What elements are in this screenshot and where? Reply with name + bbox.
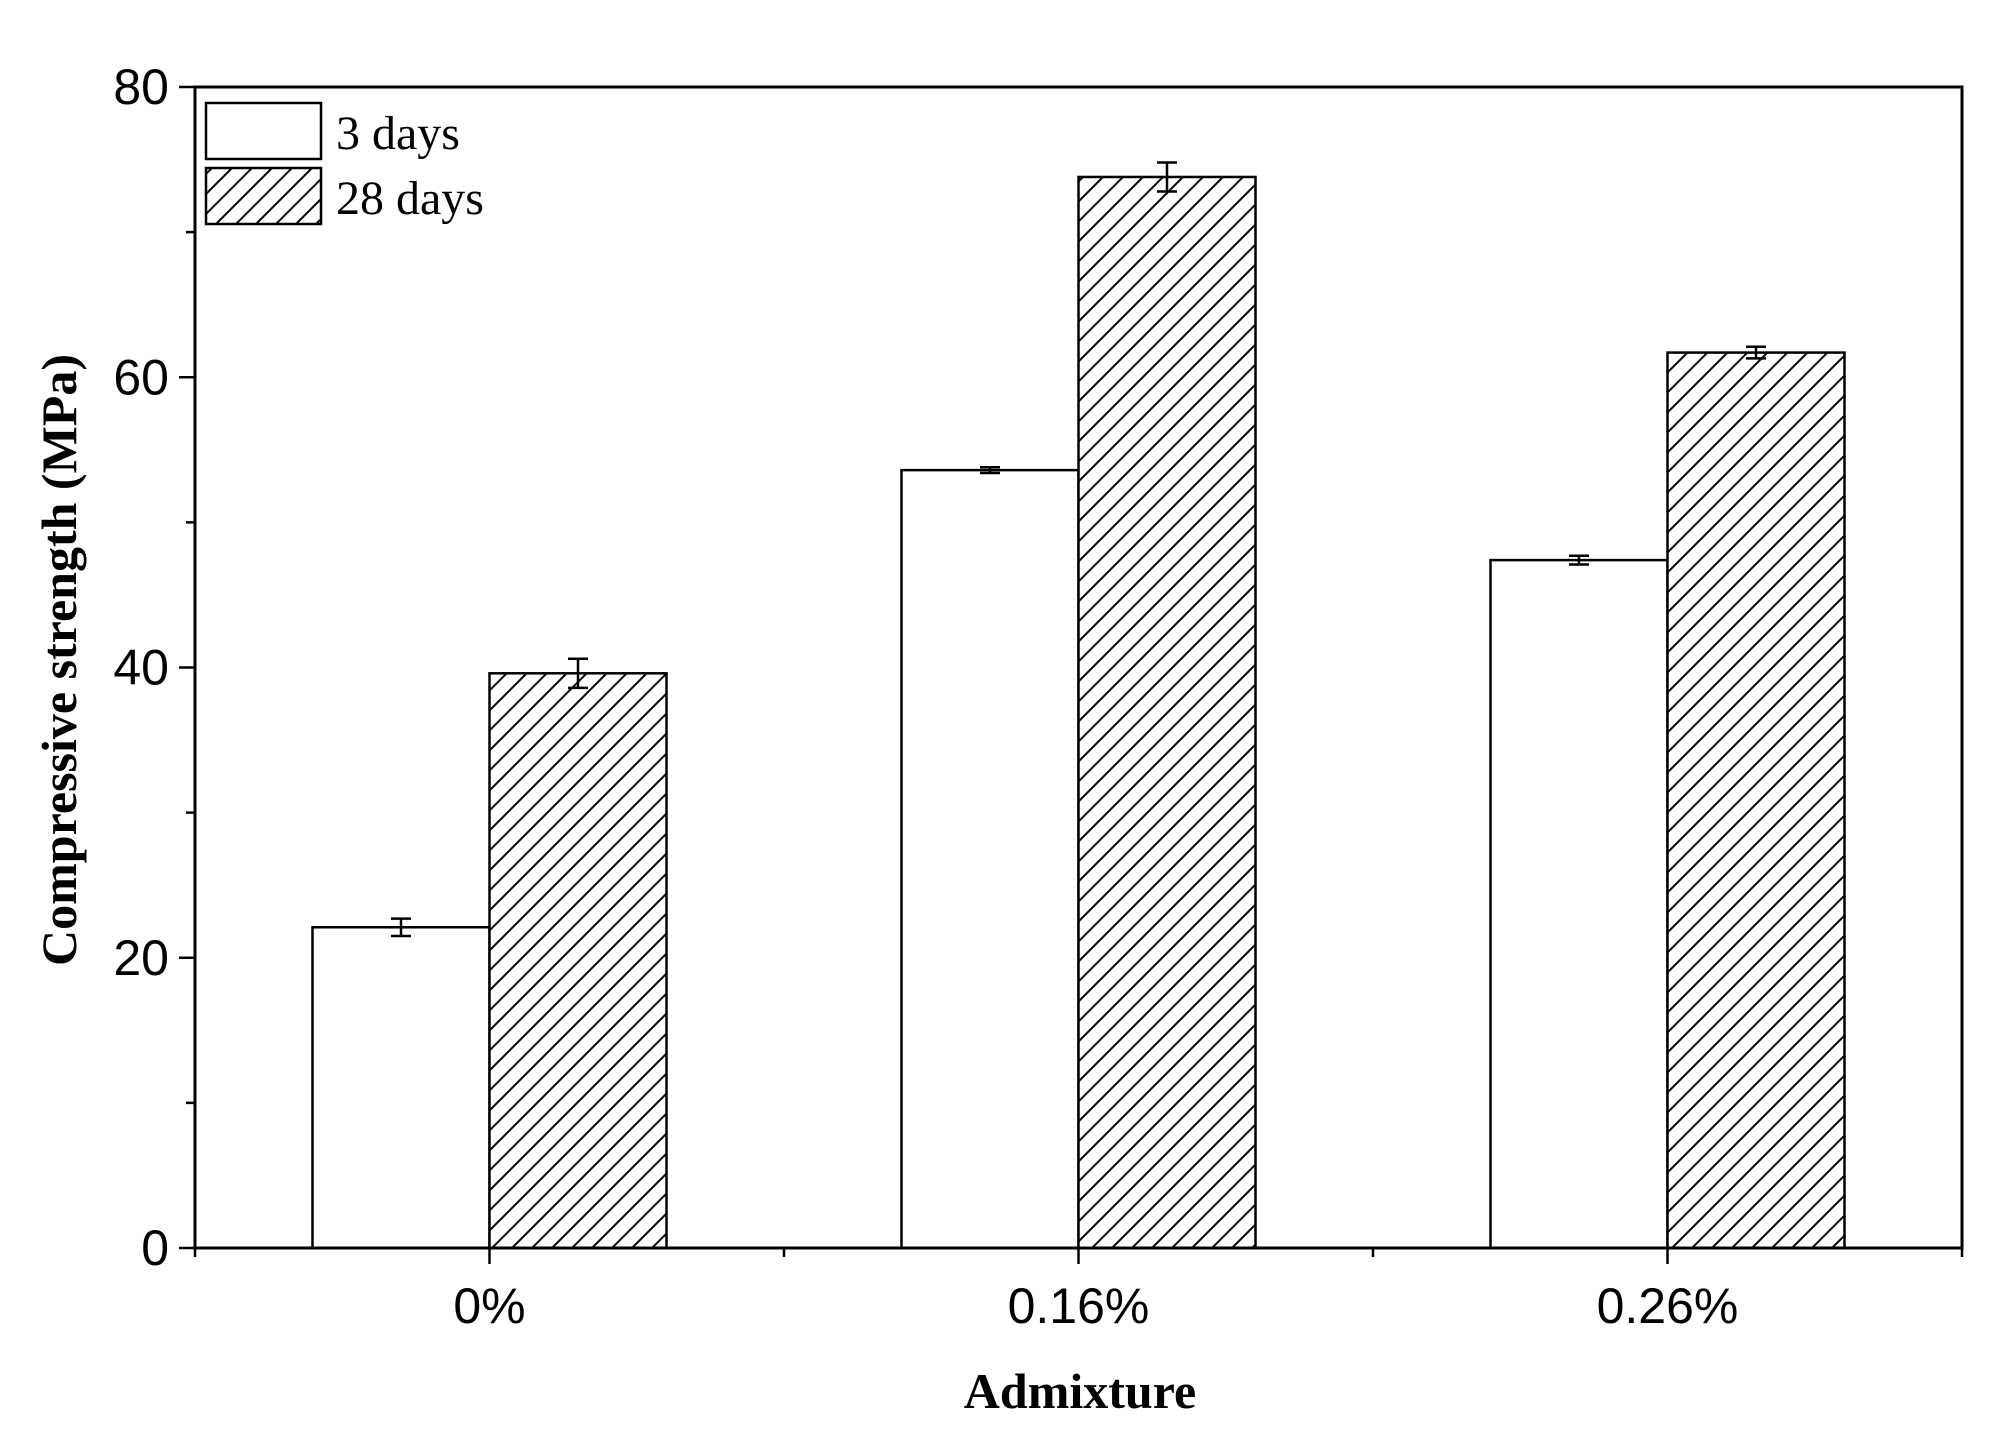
y-tick-label: 20 — [113, 930, 169, 986]
y-tick-label: 60 — [113, 349, 169, 405]
legend-swatch-28-days — [204, 166, 323, 226]
legend-label-28-days: 28 days — [336, 172, 484, 225]
y-axis-title: Compressive strength (MPa) — [31, 354, 87, 966]
x-tick-label: 0% — [453, 1278, 525, 1334]
legend: 3 days 28 days — [204, 101, 484, 226]
x-tick-label: 0.16% — [1008, 1278, 1150, 1334]
bar-3-days-1 — [900, 468, 1080, 1250]
bar-28-days-0 — [488, 672, 668, 1250]
bar-3-days-2 — [1489, 558, 1669, 1250]
y-tick-label: 0 — [141, 1220, 169, 1276]
y-tick-label: 40 — [113, 640, 169, 696]
bar-28-days-2 — [1666, 351, 1846, 1250]
y-tick-label: 80 — [113, 59, 169, 115]
x-axis-title: Admixture — [964, 1363, 1196, 1419]
legend-label-3-days: 3 days — [336, 107, 460, 160]
x-tick-label: 0.26% — [1597, 1278, 1739, 1334]
bar-3-days-0 — [311, 926, 491, 1250]
bar-28-days-1 — [1077, 175, 1257, 1250]
legend-swatch-3-days — [204, 101, 323, 161]
